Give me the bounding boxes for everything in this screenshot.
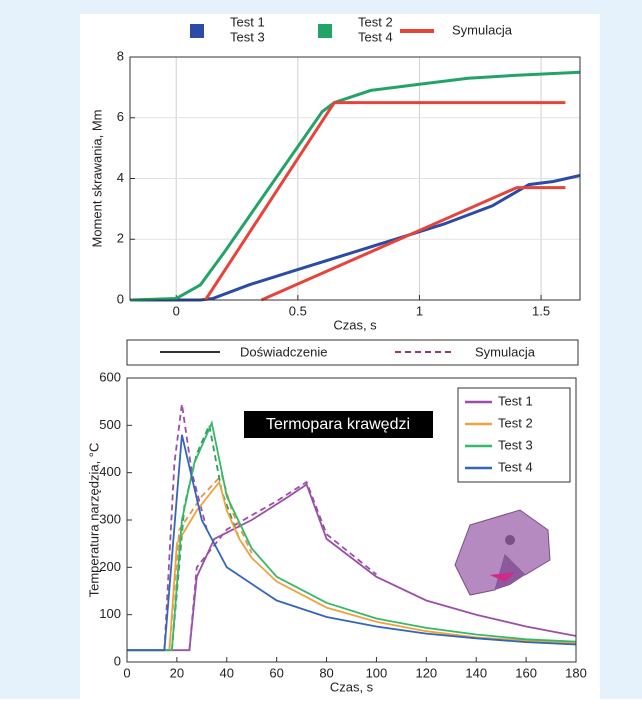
y-tick-label: 0: [117, 291, 124, 306]
legend-label: Test 2: [498, 415, 533, 430]
x-tick-label: 80: [319, 665, 333, 680]
x-tick-label: 20: [170, 665, 184, 680]
tool-image: [454, 509, 551, 596]
x-tick-label: 120: [415, 665, 437, 680]
legend-label: Test 1: [230, 14, 265, 29]
x-tick-label: 0: [173, 303, 180, 318]
x-tick-label: 60: [269, 665, 283, 680]
x-tick-label: 1: [416, 303, 423, 318]
y-tick-label: 500: [99, 417, 121, 432]
y-tick-label: 100: [99, 606, 121, 621]
x-tick-label: 100: [366, 665, 388, 680]
x-axis-label: Czas, s: [333, 317, 377, 332]
y-tick-label: 300: [99, 511, 121, 526]
y-tick-label: 200: [99, 559, 121, 574]
series-line: [260, 186, 566, 302]
style-legend-label: Doświadczenie: [240, 344, 327, 359]
series-line: [127, 480, 577, 652]
y-tick-label: 0: [114, 653, 121, 668]
simulation-line: [168, 473, 253, 651]
style-legend-label: Symulacja: [475, 344, 536, 359]
legend-label: Test 2: [358, 14, 393, 29]
simulation-line: [163, 403, 208, 651]
legend-label: Test 4: [358, 29, 393, 44]
legend-label: Symulacja: [452, 22, 513, 37]
y-tick-label: 4: [117, 170, 124, 185]
series-line: [127, 483, 577, 652]
legend-symbol: [190, 24, 204, 38]
simulation-line: [188, 480, 377, 651]
x-tick-label: 0.5: [289, 303, 307, 318]
x-tick-label: 160: [515, 665, 537, 680]
x-tick-label: 40: [220, 665, 234, 680]
series-line: [127, 434, 577, 652]
annotation: Termopara krawędzi: [266, 416, 410, 433]
legend-symbol: [318, 24, 332, 38]
legend-label: Test 4: [498, 459, 533, 474]
y-tick-label: 2: [117, 231, 124, 246]
x-tick-label: 0: [123, 665, 130, 680]
legend-label: Test 3: [230, 29, 265, 44]
legend-box: [457, 387, 571, 483]
y-axis-label: Moment skrawania, Mm: [89, 110, 104, 248]
series-line: [204, 101, 566, 301]
series-line: [127, 420, 577, 652]
y-tick-label: 8: [117, 48, 124, 63]
annotation-box: [244, 411, 433, 438]
x-tick-label: 180: [565, 665, 587, 680]
series-line: [129, 70, 581, 302]
plot-frame: [129, 56, 581, 301]
x-tick-label: 1.5: [532, 303, 550, 318]
y-tick-label: 400: [99, 464, 121, 479]
x-tick-label: 140: [465, 665, 487, 680]
y-tick-label: 6: [117, 109, 124, 124]
x-axis-label: Czas, s: [330, 679, 374, 694]
plot-frame: [126, 377, 577, 663]
y-tick-label: 600: [99, 369, 121, 384]
legend-label: Test 1: [498, 393, 533, 408]
legend-label: Test 3: [498, 437, 533, 452]
y-axis-label: Temperatura narzędzia, °C: [86, 443, 101, 598]
